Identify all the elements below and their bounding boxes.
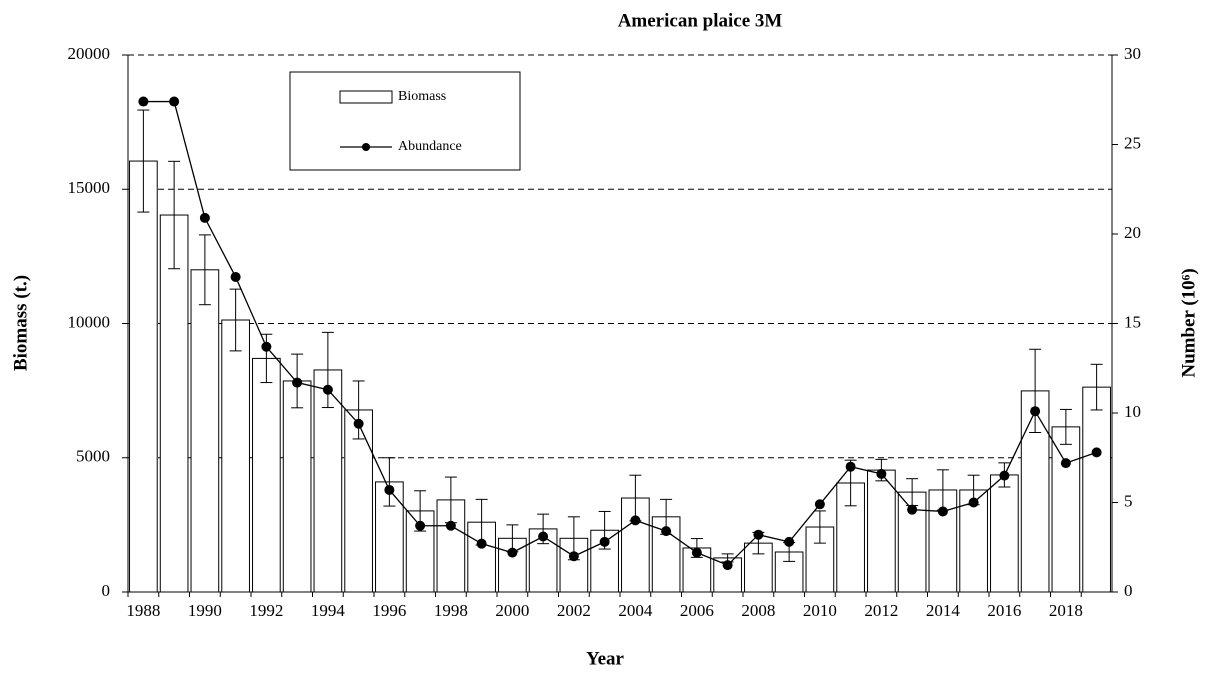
y2-tick-label: 30 bbox=[1124, 44, 1141, 63]
error-bar bbox=[168, 160, 181, 270]
bar bbox=[682, 547, 712, 593]
error-bar bbox=[198, 234, 211, 306]
chart-title: American plaice 3M bbox=[618, 10, 783, 31]
x-tick-label: 1996 bbox=[372, 601, 406, 620]
point bbox=[1091, 447, 1102, 458]
point bbox=[784, 536, 795, 547]
point bbox=[138, 96, 149, 107]
legend-box bbox=[289, 71, 521, 171]
y2-tick-label: 5 bbox=[1124, 491, 1133, 510]
line bbox=[143, 100, 1097, 566]
x-tick-label: 1990 bbox=[188, 601, 222, 620]
point bbox=[261, 341, 272, 352]
bar bbox=[129, 160, 158, 593]
point bbox=[630, 515, 641, 526]
x-tick-label: 1992 bbox=[249, 601, 283, 620]
point bbox=[230, 271, 241, 282]
point bbox=[968, 497, 979, 508]
y2-tick-label: 10 bbox=[1124, 402, 1141, 421]
y-axis-title: Biomass (t.) bbox=[10, 275, 31, 371]
y2-axis-title: Number (10⁶) bbox=[1178, 268, 1199, 377]
point bbox=[1030, 406, 1041, 417]
legend-label: Abundance bbox=[398, 139, 462, 154]
bar bbox=[774, 551, 804, 593]
error-bar bbox=[813, 510, 826, 544]
bar bbox=[190, 269, 220, 593]
point bbox=[292, 377, 303, 388]
point bbox=[415, 520, 426, 531]
x-tick-label: 2004 bbox=[618, 601, 653, 620]
y2-tick-label: 25 bbox=[1124, 133, 1141, 152]
x-axis-title: Year bbox=[586, 648, 625, 669]
point bbox=[937, 506, 948, 517]
point bbox=[507, 547, 518, 558]
error-bar bbox=[321, 331, 334, 409]
y2-tick-label: 20 bbox=[1124, 223, 1141, 242]
point bbox=[999, 470, 1010, 481]
point bbox=[722, 560, 733, 571]
bar bbox=[282, 380, 312, 593]
error-bar bbox=[1059, 408, 1072, 445]
point bbox=[322, 384, 333, 395]
point bbox=[568, 551, 579, 562]
x-tick-label: 2006 bbox=[680, 601, 714, 620]
y-tick-label: 0 bbox=[102, 581, 111, 600]
point bbox=[691, 547, 702, 558]
x-tick-label: 2016 bbox=[987, 601, 1021, 620]
x-tick-label: 2000 bbox=[495, 601, 529, 620]
bar bbox=[252, 357, 281, 593]
point bbox=[445, 520, 456, 531]
point bbox=[814, 499, 825, 510]
y-tick-label: 20000 bbox=[68, 44, 111, 63]
point bbox=[599, 536, 610, 547]
point bbox=[169, 96, 180, 107]
point bbox=[384, 484, 395, 495]
y2-tick-label: 0 bbox=[1124, 581, 1133, 600]
y-tick-label: 15000 bbox=[68, 178, 111, 197]
point bbox=[876, 468, 887, 479]
bar bbox=[344, 409, 373, 593]
bar bbox=[467, 521, 496, 593]
point bbox=[353, 418, 364, 429]
x-tick-label: 2002 bbox=[557, 601, 591, 620]
error-bar bbox=[352, 380, 365, 440]
bar bbox=[221, 319, 250, 593]
error-bar bbox=[229, 288, 242, 352]
x-tick-label: 2008 bbox=[741, 601, 775, 620]
error-bar bbox=[137, 109, 150, 213]
bar bbox=[1082, 386, 1111, 593]
x-tick-label: 2010 bbox=[803, 601, 837, 620]
point bbox=[661, 526, 672, 537]
point bbox=[538, 531, 549, 542]
point bbox=[1060, 458, 1071, 469]
point bbox=[845, 461, 856, 472]
bar bbox=[990, 474, 1019, 593]
point bbox=[199, 212, 210, 223]
point bbox=[753, 529, 764, 540]
x-tick-label: 1994 bbox=[311, 601, 346, 620]
point bbox=[476, 538, 487, 549]
x-tick-label: 2014 bbox=[926, 601, 961, 620]
x-tick-label: 1988 bbox=[126, 601, 160, 620]
y-tick-label: 5000 bbox=[76, 447, 110, 466]
legend-swatch-point bbox=[362, 143, 370, 151]
error-bar bbox=[383, 457, 396, 507]
x-tick-label: 2018 bbox=[1049, 601, 1083, 620]
x-tick-label: 1998 bbox=[434, 601, 468, 620]
point bbox=[907, 504, 918, 515]
bar bbox=[1051, 426, 1081, 593]
bar bbox=[867, 469, 896, 593]
x-tick-label: 2012 bbox=[864, 601, 898, 620]
bar bbox=[159, 214, 189, 593]
error-bar bbox=[1090, 363, 1103, 411]
y2-tick-label: 15 bbox=[1124, 312, 1141, 331]
legend-swatch bbox=[339, 90, 393, 104]
y-tick-label: 10000 bbox=[68, 312, 111, 331]
legend-label: Biomass bbox=[398, 89, 446, 104]
error-bar bbox=[1029, 348, 1042, 434]
